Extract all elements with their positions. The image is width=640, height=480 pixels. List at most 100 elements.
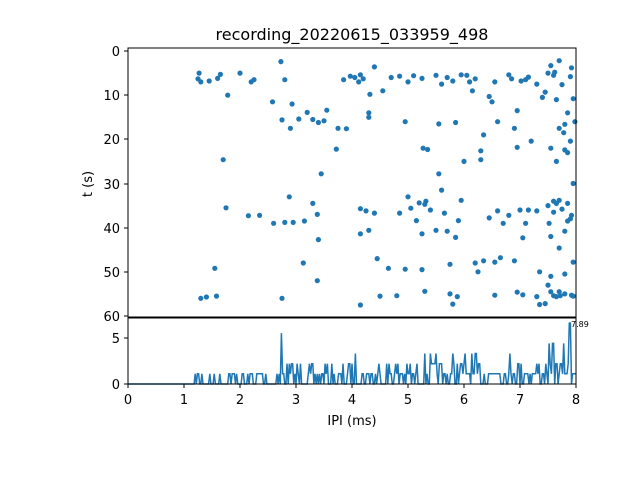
scatter-point (542, 89, 548, 95)
scatter-point (559, 206, 565, 212)
scatter-point (377, 293, 383, 299)
scatter-point (568, 65, 575, 71)
scatter-point (296, 116, 302, 122)
scatter-point (419, 75, 425, 81)
scatter-point (300, 260, 306, 266)
scatter-point (514, 289, 520, 295)
scatter-point (454, 294, 460, 300)
scatter-point (548, 289, 554, 295)
scatter-point (486, 215, 492, 221)
scatter-point (444, 228, 450, 234)
scatter-point (551, 209, 557, 215)
scatter-point (279, 117, 285, 123)
scatter-point (518, 78, 524, 84)
scatter-point (537, 301, 543, 308)
scatter-point (552, 69, 558, 75)
scatter-point (514, 144, 520, 150)
scatter-point (427, 207, 433, 213)
scatter-point (315, 119, 321, 126)
scatter-point (453, 234, 459, 240)
scatter-point (439, 81, 445, 87)
scatter-point (419, 267, 425, 273)
scatter-point (304, 109, 310, 115)
scatter-point (357, 302, 363, 308)
scatter-point (423, 198, 429, 204)
x-tick: 4 (348, 384, 356, 408)
x-tick: 1 (180, 384, 188, 408)
scatter-point (290, 219, 296, 225)
scatter-point (371, 210, 377, 216)
scatter-point (203, 294, 209, 300)
y-tick-label: 40 (103, 222, 120, 237)
scatter-point (556, 197, 562, 203)
x-tick: 3 (292, 384, 300, 408)
scatter-point (357, 72, 363, 78)
scatter-point (301, 218, 307, 224)
scatter-axes-frame (127, 47, 577, 318)
scatter-point (314, 211, 320, 217)
y-tick: 5 (112, 332, 128, 347)
scatter-point (565, 200, 571, 206)
scatter-point (282, 219, 288, 225)
scatter-point (271, 220, 277, 226)
scatter-point (561, 130, 567, 136)
scatter-point (556, 58, 562, 64)
scatter-point (458, 197, 464, 203)
scatter-point (500, 220, 506, 226)
scatter-point (553, 158, 560, 164)
y-tick: 50 (103, 266, 128, 281)
scatter-point (245, 213, 251, 219)
scatter-point (481, 132, 487, 138)
scatter-point (517, 207, 523, 213)
scatter-point (556, 245, 562, 251)
scatter-point (333, 146, 339, 152)
scatter-point (366, 227, 372, 233)
scatter-point (422, 288, 428, 294)
x-tick-label: 0 (124, 393, 132, 408)
x-ticks: 0 1 2 3 4 5 6 7 8 (124, 384, 580, 408)
x-tick-label: 1 (180, 393, 188, 408)
scatter-point (548, 233, 554, 240)
scatter-point (556, 125, 562, 131)
y-tick: 60 (103, 310, 128, 325)
scatter-point (545, 203, 551, 209)
scatter-point (455, 218, 461, 224)
scatter-point (534, 208, 540, 214)
scatter-point (568, 212, 575, 218)
scatter-point (405, 79, 411, 85)
scatter-point (447, 291, 453, 297)
scatter-point (343, 126, 349, 132)
y-tick: 0 (112, 45, 128, 60)
scatter-point (525, 207, 532, 213)
scatter-point (217, 71, 223, 77)
scatter-point (545, 282, 551, 288)
scatter-point (542, 301, 548, 307)
scatter-point (371, 64, 377, 70)
scatter-point (366, 110, 372, 116)
scatter-point (489, 99, 495, 105)
y-tick: 10 (103, 89, 128, 104)
x-tick: 0 (124, 384, 132, 408)
scatter-point (408, 205, 414, 211)
scatter-point (559, 82, 565, 88)
scatter-point (450, 301, 456, 307)
scatter-point (198, 79, 204, 85)
scatter-point (548, 63, 554, 69)
scatter-point (497, 255, 503, 261)
scatter-point (511, 258, 517, 264)
scatter-point (318, 171, 324, 177)
scatter-point (223, 205, 229, 211)
x-tick-label: 5 (404, 393, 412, 408)
scatter-point (464, 72, 470, 78)
scatter-point (469, 88, 475, 94)
scatter-point (402, 266, 408, 272)
scatter-point (279, 295, 285, 301)
scatter-point (352, 74, 358, 81)
scatter-point (514, 108, 520, 114)
scatter-point (347, 73, 353, 79)
y-tick-label: 30 (103, 178, 120, 193)
x-tick: 5 (404, 384, 412, 408)
scatter-point (310, 200, 316, 206)
scatter-point (472, 260, 478, 266)
scatter-point (567, 138, 574, 144)
